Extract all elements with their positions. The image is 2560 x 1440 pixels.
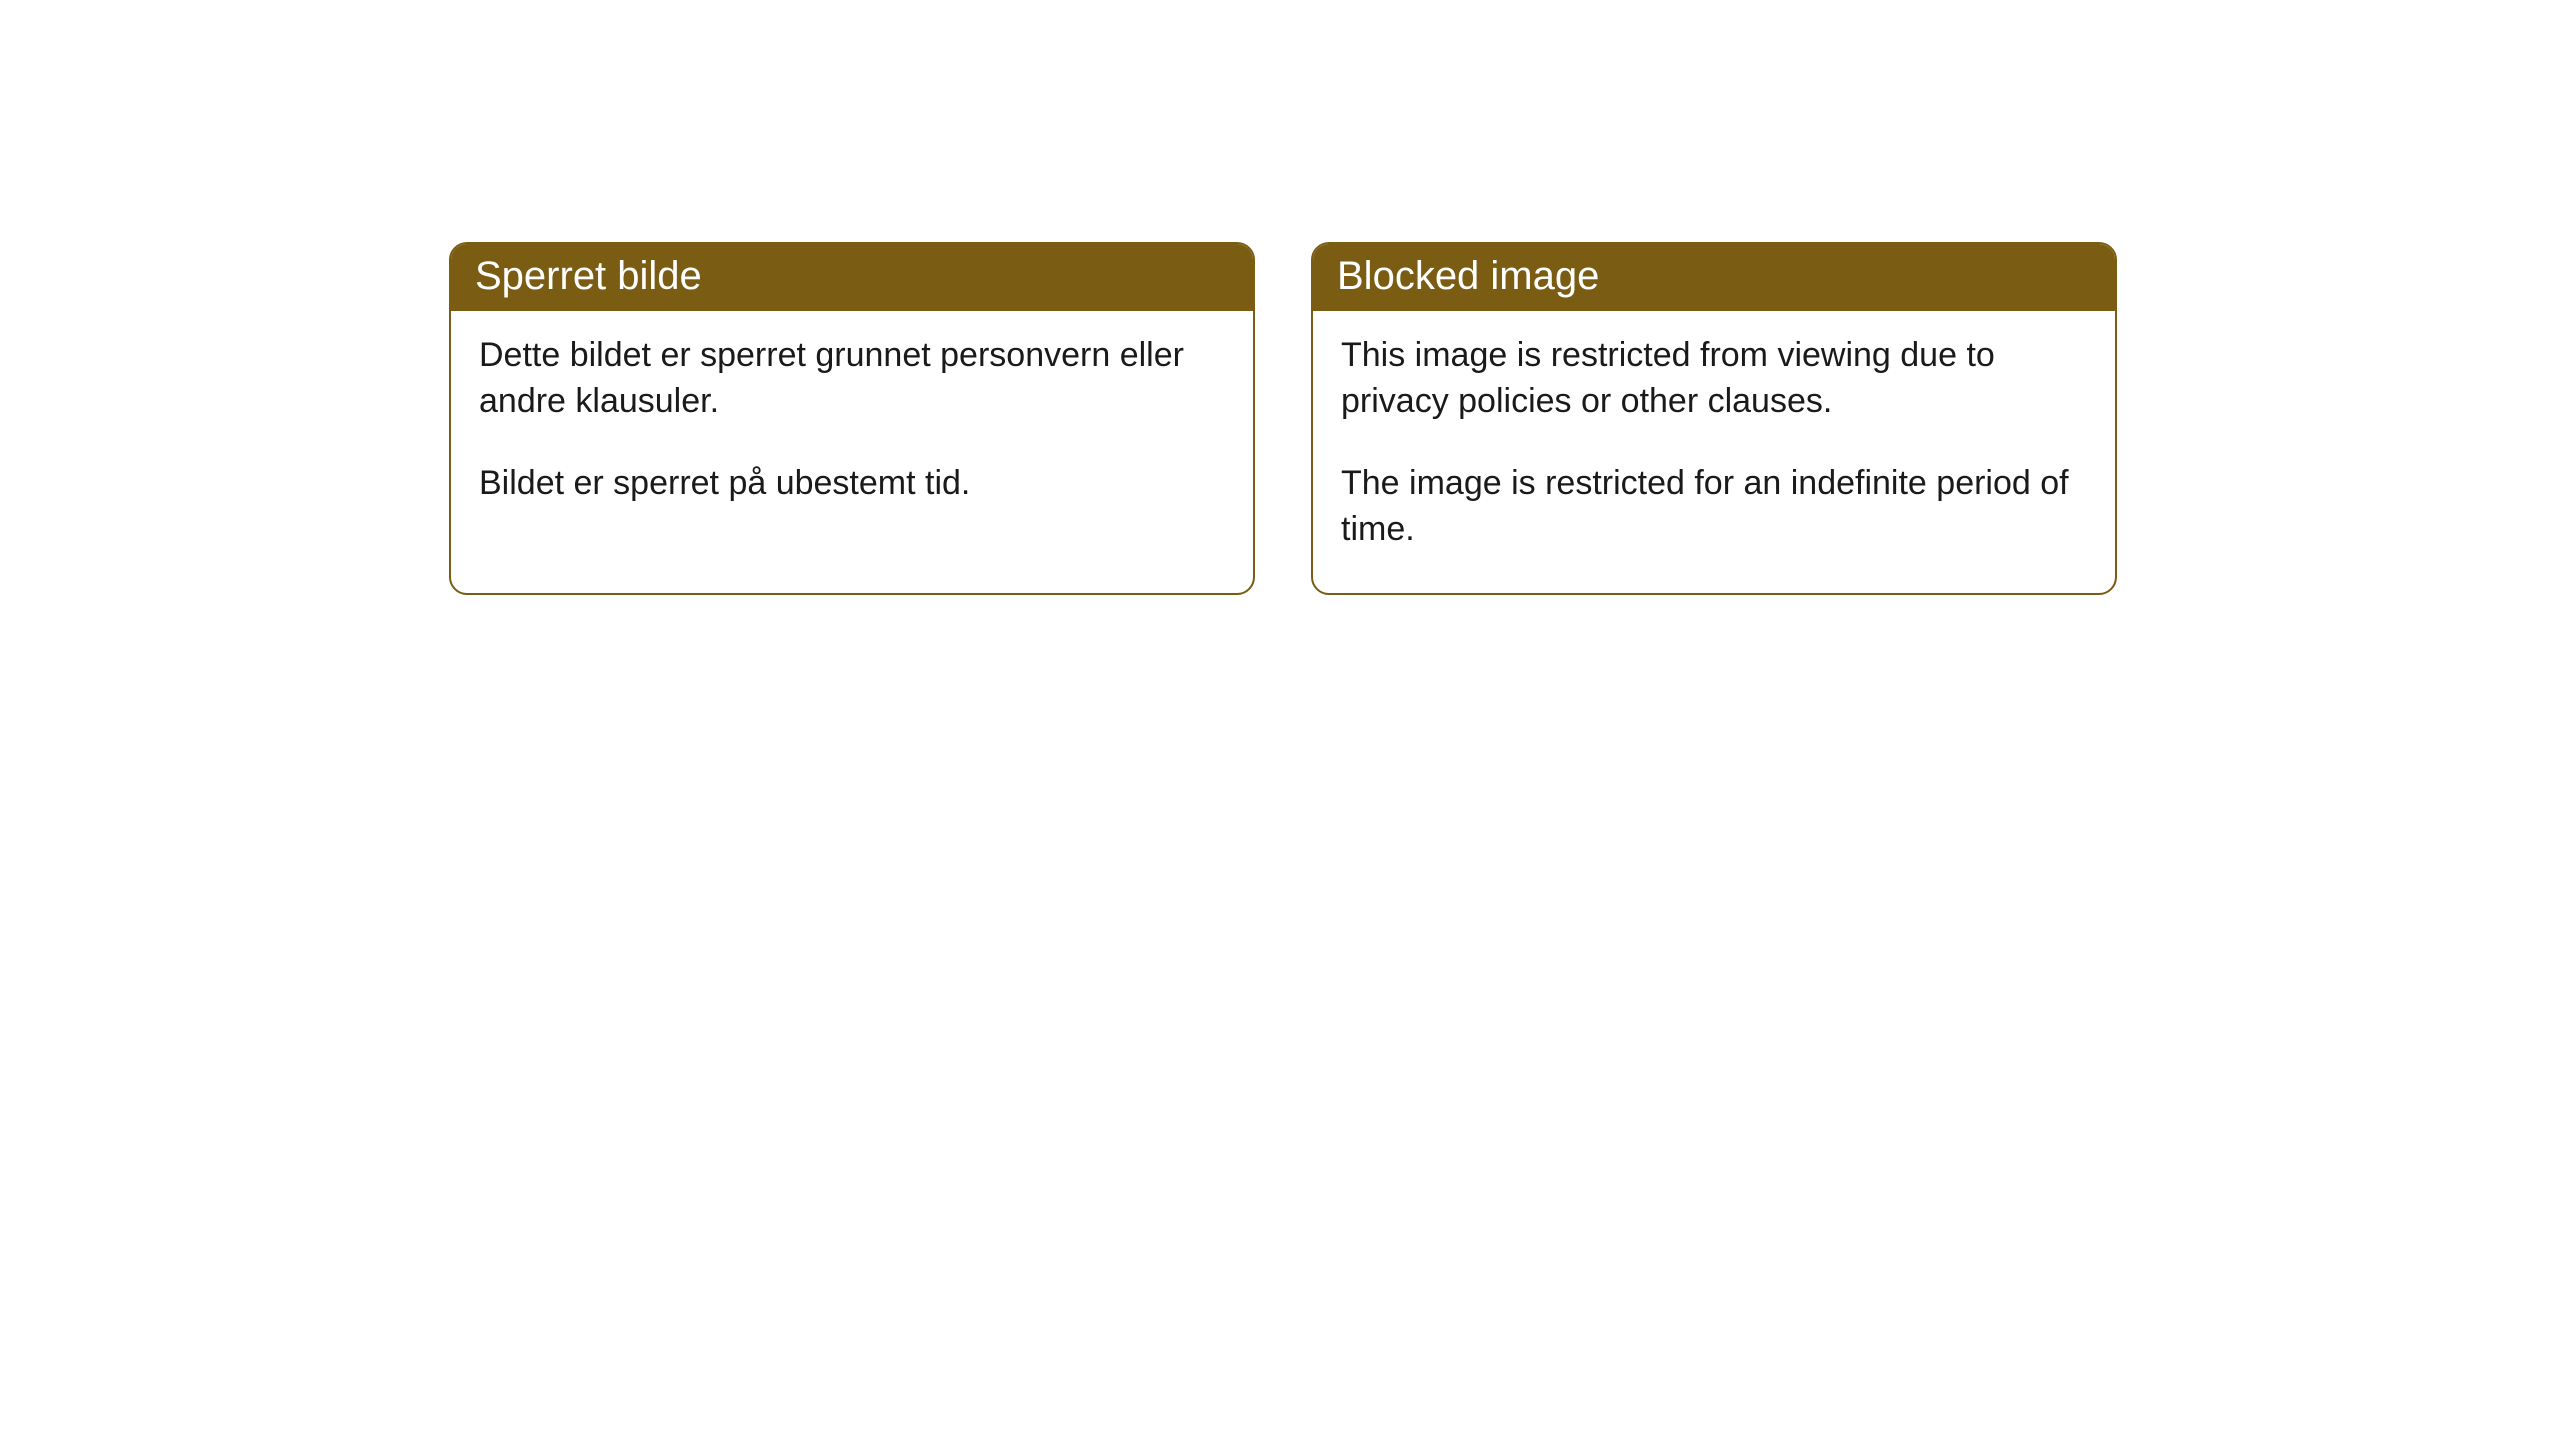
blocked-image-card-english: Blocked image This image is restricted f… [1311, 242, 2117, 595]
card-body: This image is restricted from viewing du… [1313, 311, 2115, 593]
card-paragraph: This image is restricted from viewing du… [1341, 333, 2087, 425]
card-header: Blocked image [1313, 244, 2115, 311]
card-paragraph: Bildet er sperret på ubestemt tid. [479, 461, 1225, 507]
card-paragraph: The image is restricted for an indefinit… [1341, 461, 2087, 553]
blocked-image-card-norwegian: Sperret bilde Dette bildet er sperret gr… [449, 242, 1255, 595]
card-header: Sperret bilde [451, 244, 1253, 311]
card-body: Dette bildet er sperret grunnet personve… [451, 311, 1253, 547]
card-container: Sperret bilde Dette bildet er sperret gr… [0, 0, 2560, 595]
card-paragraph: Dette bildet er sperret grunnet personve… [479, 333, 1225, 425]
